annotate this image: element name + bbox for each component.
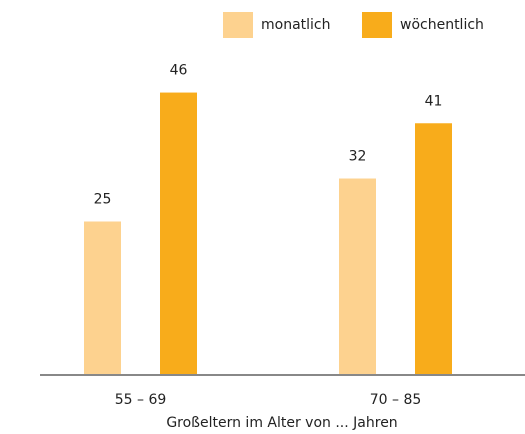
bar [339, 178, 376, 375]
legend-swatch [362, 12, 392, 38]
value-label: 32 [349, 149, 367, 165]
value-label: 25 [94, 192, 112, 208]
x-tick-label: 55 – 69 [115, 392, 167, 408]
legend-swatch [223, 12, 253, 38]
value-label: 41 [425, 93, 443, 109]
bar [415, 123, 452, 375]
legend-label: wöchentlich [400, 17, 484, 33]
value-label: 46 [170, 63, 188, 79]
bar [160, 92, 197, 375]
bar [84, 221, 121, 375]
legend-label: monatlich [261, 17, 331, 33]
x-tick-label: 70 – 85 [370, 392, 422, 408]
x-axis-title: Großeltern im Alter von ... Jahren [166, 415, 397, 431]
